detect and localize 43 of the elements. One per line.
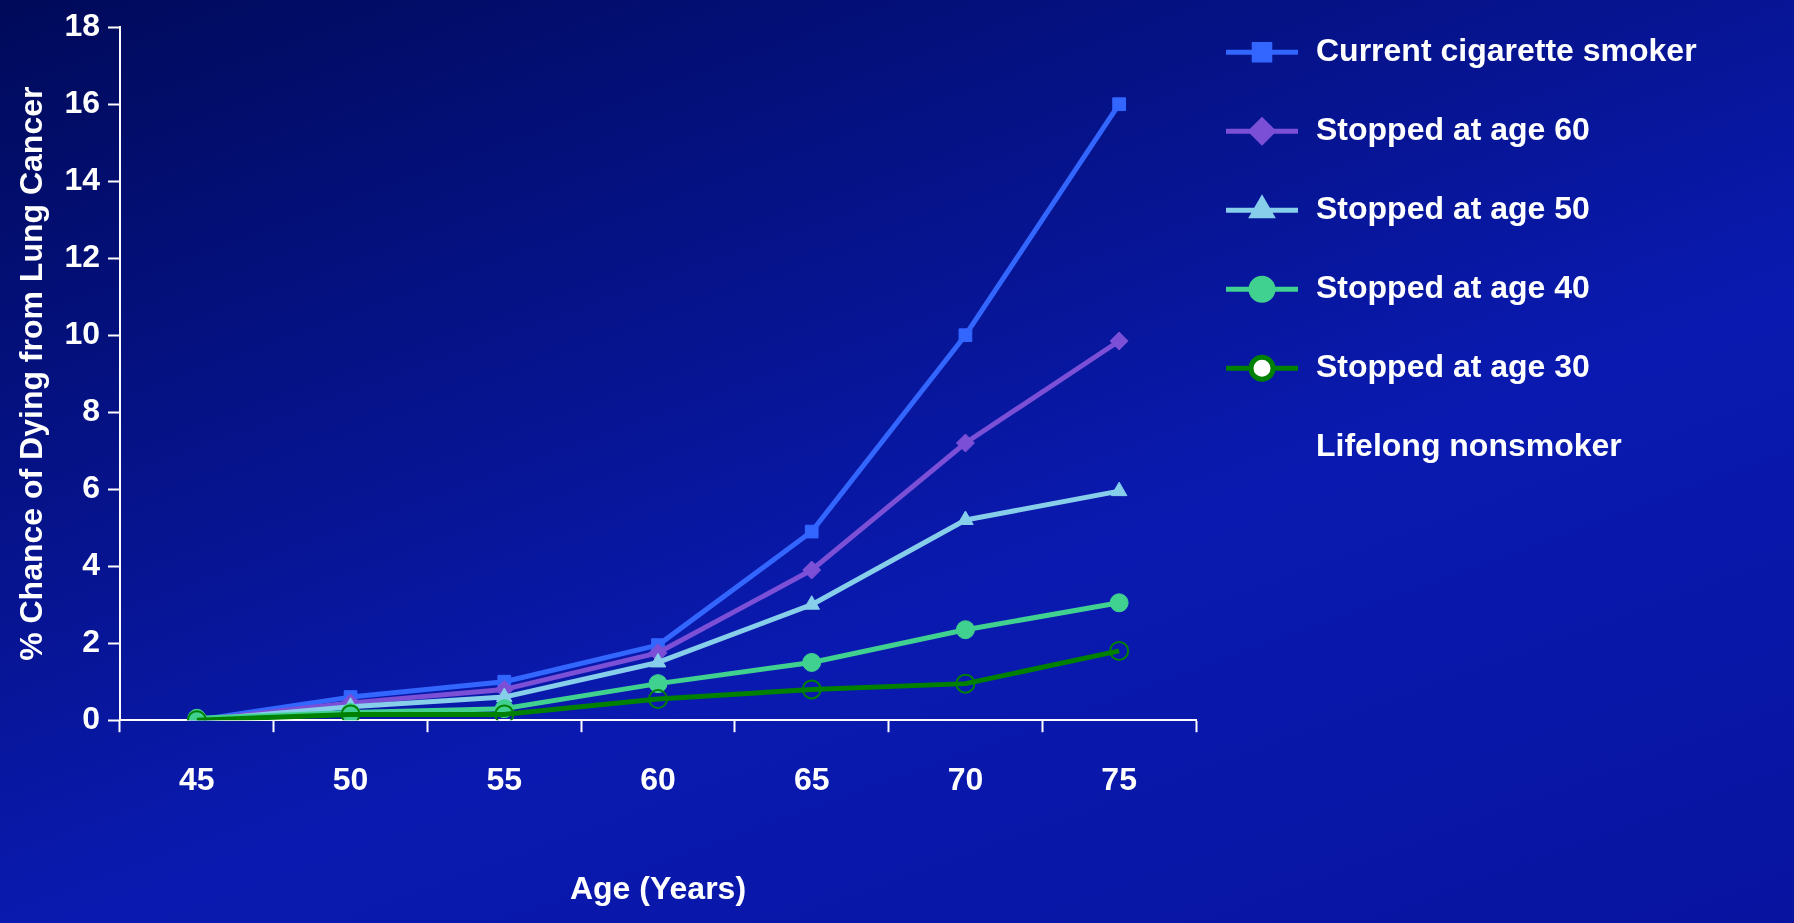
point — [1109, 640, 1130, 661]
x-tick-label: 50 — [332, 761, 369, 798]
point — [1112, 97, 1127, 112]
point — [494, 704, 515, 721]
point — [1110, 481, 1128, 497]
y-tick-label: 2 — [82, 623, 100, 660]
legend-label: Stopped at age 60 — [1316, 111, 1590, 148]
point — [801, 679, 822, 700]
point — [804, 524, 819, 539]
point — [955, 673, 976, 694]
point — [955, 433, 975, 453]
y-tick-label: 4 — [82, 546, 101, 583]
y-tick-label: 12 — [64, 238, 100, 275]
point — [958, 328, 973, 343]
point — [802, 652, 822, 672]
legend-label: Stopped at age 50 — [1316, 190, 1590, 227]
x-tick-label: 75 — [1101, 761, 1137, 798]
x-tick-label: 70 — [947, 761, 984, 798]
point — [955, 620, 975, 640]
point — [1109, 593, 1129, 613]
x-axis-title: Age (Years) — [569, 869, 747, 906]
point — [648, 689, 668, 710]
point — [648, 674, 668, 694]
y-tick-label: 8 — [82, 392, 100, 429]
text: Lifelong nonsmoker — [1316, 427, 1622, 464]
x-tick-label: 65 — [793, 761, 830, 798]
y-tick-label: 0 — [82, 700, 100, 737]
point — [802, 560, 822, 580]
x-tick-label: 55 — [486, 761, 523, 798]
y-tick-label: 16 — [64, 84, 100, 121]
legend-label: Current cigarette smoker — [1316, 32, 1697, 69]
y-axis-title: % Chance of Dying from Lung Cancer — [13, 86, 50, 661]
legend-label: Stopped at age 40 — [1316, 269, 1590, 306]
x-tick-label: 60 — [640, 761, 676, 798]
y-tick-label: 14 — [64, 161, 101, 198]
point — [803, 595, 821, 610]
point — [649, 652, 667, 668]
point — [1109, 331, 1129, 351]
legend-label: Stopped at age 30 — [1316, 348, 1590, 385]
y-tick-label: 6 — [82, 469, 100, 506]
y-tick-label: 18 — [64, 7, 100, 44]
y-tick-label: 10 — [64, 315, 100, 352]
x-tick-label: 45 — [179, 761, 215, 798]
